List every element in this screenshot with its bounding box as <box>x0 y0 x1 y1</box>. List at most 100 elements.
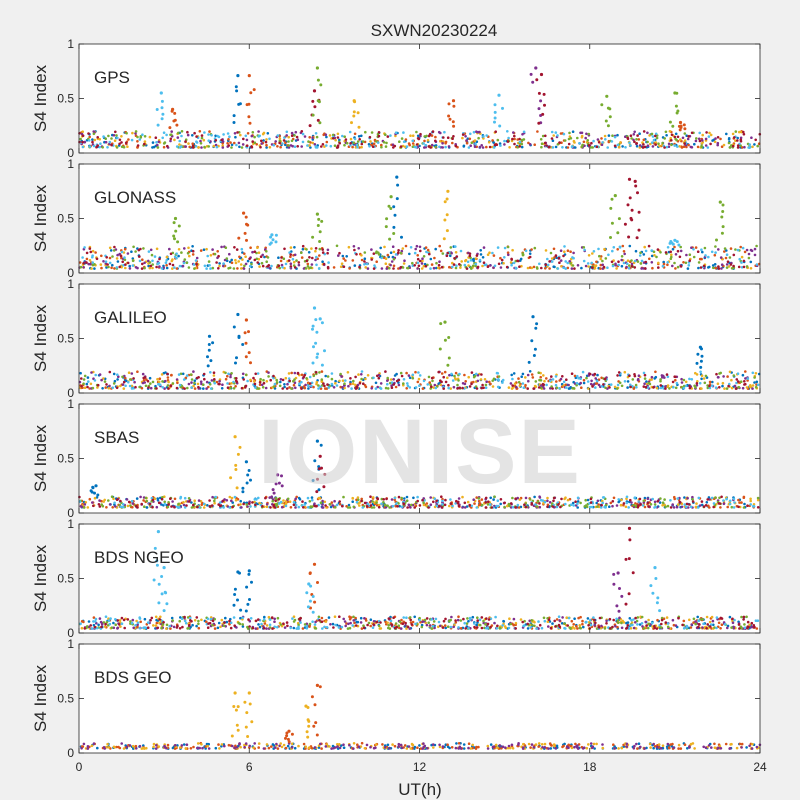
data-point <box>273 620 276 623</box>
data-point <box>722 499 725 502</box>
data-point <box>469 144 473 147</box>
data-point <box>386 504 389 508</box>
data-point <box>214 495 218 499</box>
data-point <box>399 251 403 255</box>
data-point <box>506 251 510 254</box>
data-point <box>107 265 110 269</box>
data-point <box>478 145 482 149</box>
data-point <box>178 383 182 387</box>
data-point <box>422 503 426 507</box>
data-point <box>489 264 492 267</box>
panel-label: SBAS <box>94 428 139 447</box>
data-point <box>380 143 383 147</box>
data-point <box>446 625 450 628</box>
data-point <box>78 132 81 135</box>
data-point <box>563 622 566 625</box>
data-point <box>156 146 160 149</box>
data-point <box>161 136 164 140</box>
data-point <box>533 495 536 499</box>
data-point <box>725 266 729 269</box>
data-point <box>611 134 614 137</box>
data-point <box>454 144 458 148</box>
spike-peak <box>312 306 317 310</box>
spike-point <box>311 99 315 103</box>
data-point <box>136 135 139 139</box>
data-point <box>108 370 112 374</box>
data-point <box>620 264 624 268</box>
data-point <box>416 137 420 140</box>
data-point <box>754 138 757 142</box>
data-point <box>427 506 430 509</box>
spike-point <box>443 218 447 222</box>
data-point <box>748 143 751 146</box>
data-point <box>263 255 266 259</box>
data-point <box>257 623 260 626</box>
data-point <box>104 260 108 264</box>
data-point <box>456 383 459 387</box>
data-point <box>431 379 434 383</box>
data-point <box>579 381 582 385</box>
data-point <box>664 387 667 390</box>
spike-point <box>238 445 242 449</box>
data-point <box>588 372 592 376</box>
baseline-points <box>78 244 761 270</box>
spike-point <box>715 238 718 242</box>
data-point <box>155 247 159 251</box>
data-point <box>424 246 428 249</box>
data-point <box>673 144 676 147</box>
data-point <box>361 506 365 509</box>
data-point <box>265 146 268 149</box>
data-point <box>276 134 280 137</box>
data-point <box>87 139 91 142</box>
data-point <box>708 380 712 384</box>
data-point <box>638 623 642 626</box>
data-point <box>142 379 146 382</box>
data-point <box>91 386 95 390</box>
data-point <box>730 386 734 390</box>
data-point <box>554 383 558 387</box>
data-point <box>86 385 89 389</box>
data-point <box>682 145 686 148</box>
data-point <box>332 266 336 269</box>
data-point <box>480 373 483 376</box>
spike-peak <box>443 320 447 324</box>
data-point <box>714 245 717 248</box>
spike-point <box>452 104 456 108</box>
data-point <box>140 267 144 270</box>
data-point <box>495 143 499 146</box>
data-point <box>524 383 527 387</box>
data-point <box>586 380 590 383</box>
data-point <box>629 498 632 502</box>
data-point <box>484 623 487 626</box>
spike-point <box>396 183 400 187</box>
data-point <box>393 144 397 148</box>
data-point <box>596 505 599 508</box>
plot-area <box>79 404 760 513</box>
data-point <box>548 267 551 270</box>
data-point <box>650 261 654 264</box>
data-point <box>709 142 712 146</box>
data-point <box>657 142 660 145</box>
spike-point <box>274 240 278 244</box>
data-point <box>246 379 249 383</box>
data-point <box>344 259 347 262</box>
data-point <box>506 140 510 143</box>
data-point <box>755 627 759 630</box>
data-point <box>181 372 185 376</box>
data-point <box>454 502 457 505</box>
data-point <box>554 131 558 134</box>
data-point <box>648 134 651 137</box>
data-point <box>370 387 374 390</box>
data-point <box>363 617 366 620</box>
data-point <box>173 266 176 269</box>
data-point <box>753 143 756 146</box>
data-point <box>83 503 87 506</box>
data-point <box>742 265 746 269</box>
data-point <box>539 375 542 379</box>
data-point <box>230 496 234 500</box>
data-point <box>199 249 203 252</box>
spike-point <box>243 231 247 235</box>
data-point <box>738 501 741 504</box>
data-point <box>446 136 450 139</box>
data-point <box>430 376 434 380</box>
